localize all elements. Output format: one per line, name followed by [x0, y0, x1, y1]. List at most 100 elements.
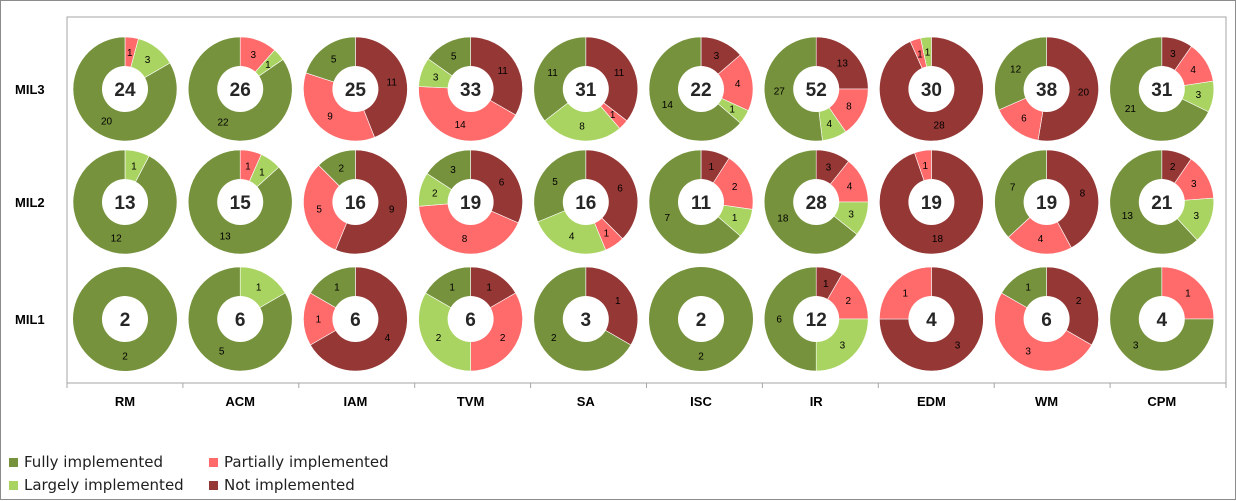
- slice-label-not: 2: [1170, 162, 1176, 173]
- column-label-sa: SA: [577, 394, 596, 409]
- donut-mil1-wm: 2 3 1 6: [994, 266, 1099, 371]
- slice-label-partially: 2: [500, 333, 506, 344]
- donut-hole: [447, 296, 494, 342]
- donut-hole: [217, 66, 264, 112]
- slice-label-partially: 1: [604, 228, 610, 239]
- slice-label-partially: 1: [1185, 288, 1191, 299]
- donut-hole: [102, 179, 148, 225]
- total-label: 3: [581, 310, 592, 331]
- slice-label-not: 3: [955, 341, 961, 352]
- row-label-mil3: MIL3: [15, 82, 45, 97]
- slice-label-partially: 5: [316, 205, 322, 216]
- slice-label-not: 3: [826, 163, 832, 174]
- slice-label-not: 13: [837, 58, 849, 69]
- donut-mil1-sa: 1 2 3: [533, 266, 639, 372]
- donut-mil1-isc: 22: [649, 267, 753, 371]
- x-axis-ticks: [66, 383, 1227, 388]
- slice-label-partially: 1: [127, 48, 133, 59]
- donut-hole: [678, 66, 724, 112]
- slice-label-largely: 3: [1193, 211, 1199, 222]
- slice-not: [585, 149, 639, 240]
- total-label: 31: [575, 80, 597, 101]
- total-label: 11: [691, 193, 712, 214]
- slice-label-fully: 3: [1133, 341, 1139, 352]
- donut-hole: [908, 179, 955, 225]
- column-label-cpm: CPM: [1147, 394, 1176, 409]
- slice-not: [879, 149, 984, 255]
- slice-label-fully: 5: [451, 52, 457, 63]
- slice-label-fully: 13: [1122, 211, 1134, 222]
- slice-label-fully: 14: [662, 100, 674, 111]
- donut-hole: [447, 179, 494, 225]
- slice-partially: [1007, 201, 1072, 255]
- slice-label-fully: 13: [220, 231, 232, 242]
- slice-label-not: 1: [486, 282, 492, 293]
- slice-partially: [418, 201, 519, 255]
- slice-label-fully: 5: [552, 177, 558, 188]
- donut-hole: [1138, 66, 1185, 112]
- slice-label-fully: 3: [450, 165, 456, 176]
- total-label: 38: [1036, 80, 1057, 101]
- slice-label-partially: 2: [845, 296, 851, 307]
- slice-label-not: 1: [709, 162, 715, 173]
- slice-label-fully: 6: [776, 315, 782, 326]
- legend-swatch-largely: [9, 480, 18, 490]
- legend-label-fully: Fully implemented: [24, 453, 163, 471]
- slice-label-largely: 4: [827, 119, 833, 130]
- donut-hole: [447, 66, 494, 112]
- slice-fully: [763, 266, 817, 372]
- donut-mil1-edm: 3 1 4: [879, 266, 984, 372]
- slice-label-fully: 7: [665, 213, 671, 224]
- slice-label-partially: 2: [732, 182, 738, 193]
- donut-hole: [562, 296, 609, 342]
- donut-mil2-wm: 8 4 7 19: [994, 149, 1099, 255]
- total-label: 24: [114, 80, 136, 101]
- slice-label-not: 4: [385, 333, 391, 344]
- slice-label-fully: 5: [219, 347, 225, 358]
- slice-label-largely: 2: [432, 188, 438, 199]
- donut-hole: [1138, 179, 1185, 225]
- column-label-wm: WM: [1035, 394, 1058, 409]
- slice-label-partially: 3: [251, 50, 257, 61]
- slice-partially: [303, 72, 375, 142]
- slice-label-partially: 6: [1021, 114, 1027, 125]
- total-label: 26: [230, 80, 251, 101]
- total-label: 4: [1157, 310, 1168, 331]
- slice-label-largely: 3: [145, 55, 151, 66]
- total-label: 19: [1036, 193, 1057, 214]
- slice-not: [585, 36, 639, 122]
- column-label-acm: ACM: [225, 394, 255, 409]
- column-label-edm: EDM: [917, 394, 946, 409]
- donut-mil3-rm: 1 3 20 24: [72, 36, 178, 142]
- slice-label-fully: 20: [101, 117, 113, 128]
- donut-mil2-ir: 3 4 3 18 28: [763, 149, 869, 255]
- slice-label-largely: 1: [732, 213, 738, 224]
- slice-label-fully: 1: [1025, 282, 1031, 293]
- donut-mil3-tvm: 11 14 3 5 33: [418, 36, 523, 142]
- donut-mil3-iam: 11 9 5 25: [303, 36, 408, 142]
- total-label: 52: [806, 80, 827, 101]
- slice-label-not: 6: [617, 183, 623, 194]
- donut-hole: [793, 66, 840, 112]
- slice-label-not: 1: [615, 296, 621, 307]
- slice-label-fully: 2: [551, 333, 557, 344]
- column-label-tvm: TVM: [457, 394, 484, 409]
- slice-fully: [533, 36, 587, 122]
- column-label-isc: ISC: [690, 394, 712, 409]
- slice-partially: [303, 164, 356, 251]
- slice-label-not: 20: [1078, 88, 1090, 99]
- slice-label-fully: 12: [1010, 64, 1022, 75]
- slice-not: [879, 266, 984, 372]
- donut-hole: [332, 66, 379, 112]
- slice-label-largely: 1: [265, 60, 271, 71]
- total-label: 22: [690, 80, 711, 101]
- legend-swatch-fully: [9, 457, 18, 467]
- total-label: 19: [460, 193, 481, 214]
- donut-mil3-acm: 31 22 26: [187, 36, 293, 142]
- slice-partially: [303, 292, 356, 346]
- slice-label-partially: 1: [917, 49, 923, 60]
- total-label: 30: [921, 80, 942, 101]
- slice-label-not: 11: [387, 78, 398, 89]
- donut-hole: [1023, 66, 1070, 112]
